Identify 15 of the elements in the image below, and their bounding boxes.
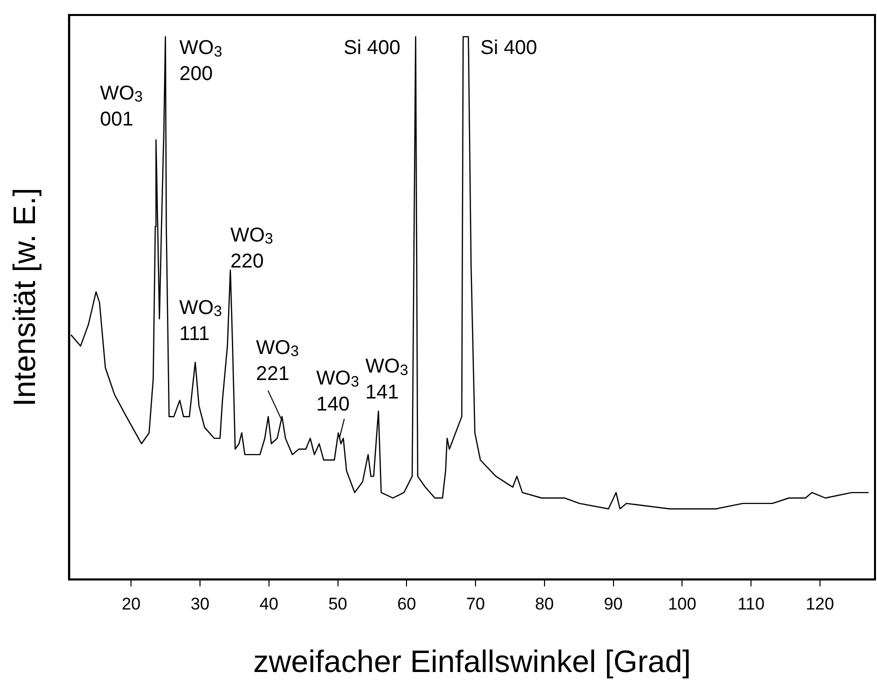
x-tick-label: 110 [737,594,765,614]
x-tick-label: 90 [604,594,623,614]
x-tick-label: 100 [668,594,696,614]
y-axis-title: Intensität [w. E.] [7,188,42,407]
x-tick-label: 40 [259,594,278,614]
x-tick-label: 30 [190,594,210,614]
x-tick-label: 50 [328,594,348,614]
x-tick-label: 20 [122,594,141,614]
annotation: Si 400 [480,37,538,60]
x-tick-label: 80 [534,594,554,614]
x-tick-label: 60 [397,594,416,614]
annotation: Si 400 [344,37,400,60]
x-axis-title: zweifacher Einfallswinkel [Grad] [253,644,691,679]
x-tick-label: 120 [806,594,834,614]
x-tick-label: 70 [466,594,486,614]
